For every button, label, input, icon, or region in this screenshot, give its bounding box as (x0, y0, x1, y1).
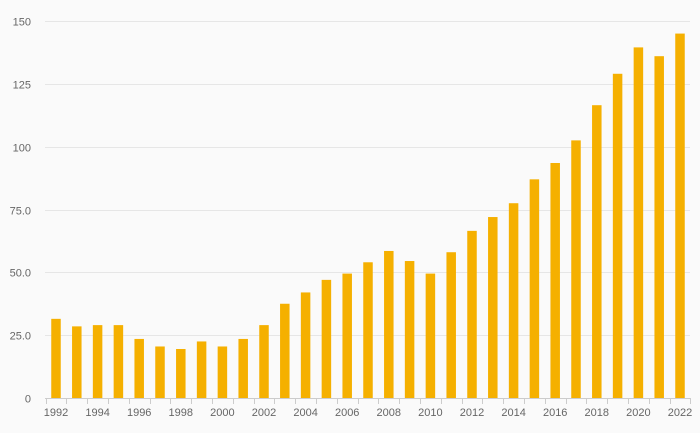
grid-lines (45, 21, 690, 336)
x-tick-label: 2018 (585, 407, 609, 419)
bar-2017 (571, 140, 581, 398)
bar-1998 (176, 348, 186, 398)
bar-1994 (92, 325, 103, 398)
x-tick-label: 2020 (626, 407, 650, 419)
bar-2012 (467, 230, 477, 398)
bar-2013 (488, 217, 498, 398)
axes (45, 398, 691, 404)
y-tick-label: 125 (13, 80, 31, 92)
bar-2005 (321, 279, 332, 398)
bar-2022 (675, 33, 685, 399)
bar-2019 (612, 73, 623, 398)
y-tick-label: 75.0 (10, 206, 31, 218)
bar-2014 (508, 203, 519, 398)
x-tick-label: 2016 (543, 407, 567, 419)
bar-2007 (363, 262, 373, 398)
bar-2018 (592, 105, 602, 399)
bar-2004 (300, 292, 311, 398)
bars (51, 33, 685, 399)
bar-1997 (155, 346, 165, 398)
bar-2008 (384, 250, 394, 398)
y-tick-labels: 0 25.0 50.0 75.0 100 125 150 (10, 17, 31, 406)
bar-2000 (217, 346, 228, 398)
x-tick-label: 2012 (460, 407, 484, 419)
y-tick-label: 100 (13, 143, 31, 155)
x-tick-label: 1998 (169, 407, 193, 419)
bar-2003 (280, 303, 290, 398)
x-tick-label: 2014 (501, 407, 525, 419)
x-tick-labels: 1992 1994 1996 1998 2000 2002 2004 2006 2008 2010… (44, 407, 692, 419)
bar-1993 (72, 326, 82, 398)
bar-2001 (238, 338, 248, 398)
x-tick-label: 2010 (418, 407, 442, 419)
x-tick-label: 2002 (252, 407, 276, 419)
bar-2002 (259, 325, 269, 398)
bar-2016 (550, 163, 560, 398)
bar-2006 (342, 273, 352, 398)
y-tick-label: 25.0 (10, 331, 31, 343)
bar-1999 (196, 341, 207, 398)
bar-2021 (654, 56, 664, 398)
bar-1995 (113, 325, 124, 398)
x-tick-label: 1992 (44, 407, 68, 419)
bar-1996 (134, 338, 144, 398)
y-tick-label: 150 (13, 17, 31, 29)
bar-2009 (404, 261, 415, 398)
bar-1992 (51, 318, 61, 398)
x-tick-label: 1994 (85, 407, 109, 419)
x-tick-label: 2000 (210, 407, 234, 419)
bar-2015 (529, 179, 540, 398)
y-tick-label: 50.0 (10, 268, 31, 280)
bar-2010 (425, 273, 436, 398)
x-tick-label: 2004 (293, 407, 317, 419)
x-tick-label: 2006 (335, 407, 359, 419)
x-tick-label: 1996 (127, 407, 151, 419)
x-tick-label: 2022 (668, 407, 692, 419)
bar-2020 (633, 47, 644, 398)
bar-2011 (446, 252, 456, 398)
y-tick-label: 0 (25, 394, 31, 406)
x-tick-label: 2008 (377, 407, 401, 419)
